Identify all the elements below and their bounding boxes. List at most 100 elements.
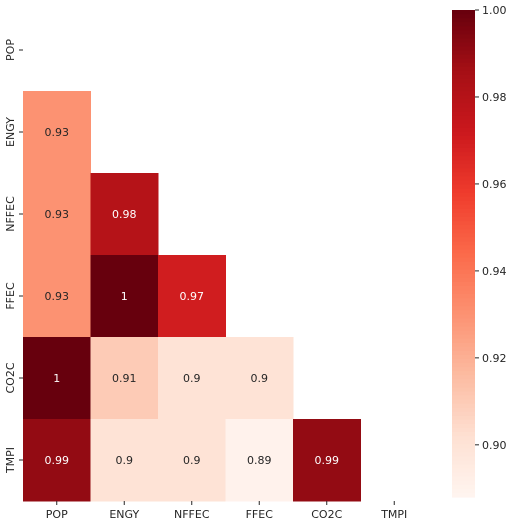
- colorbar-segment: [452, 452, 475, 458]
- y-tick-label: NFFEC: [4, 196, 17, 232]
- colorbar-segment: [452, 371, 475, 376]
- colorbar-segment: [452, 476, 475, 482]
- colorbar-segment: [452, 432, 475, 437]
- colorbar-segment: [452, 273, 475, 279]
- colorbar-segment: [452, 387, 475, 393]
- colorbar-segment: [452, 472, 475, 478]
- colorbar-segment: [452, 168, 475, 173]
- cell-value-label: 0.93: [45, 290, 70, 303]
- cell-value-label: 0.9: [183, 454, 201, 467]
- colorbar-segment: [452, 395, 475, 401]
- colorbar-segment: [452, 152, 475, 157]
- colorbar-segment: [452, 391, 475, 397]
- colorbar-segment: [452, 359, 475, 364]
- colorbar-segment: [452, 22, 475, 27]
- colorbar-segment: [452, 184, 475, 190]
- colorbar-segment: [452, 346, 475, 352]
- colorbar-segment: [452, 192, 475, 198]
- heatmap-cell: [23, 419, 91, 502]
- colorbar-tick-label: 1.00: [482, 4, 507, 17]
- colorbar-segment: [452, 428, 475, 433]
- colorbar-segment: [452, 338, 475, 344]
- colorbar-segment: [452, 99, 475, 104]
- colorbar-segment: [452, 285, 475, 291]
- cell-value-label: 0.9: [251, 372, 269, 385]
- heatmap-cell: [293, 419, 361, 502]
- colorbar-segment: [452, 233, 475, 238]
- heatmap-cell: [90, 337, 159, 420]
- cell-value-label: 0.91: [112, 372, 137, 385]
- colorbar-segment: [452, 318, 475, 324]
- colorbar-segment: [452, 448, 475, 453]
- colorbar-segment: [452, 196, 475, 202]
- cell-value-label: 0.99: [45, 454, 70, 467]
- colorbar-segment: [452, 62, 475, 68]
- colorbar-tick-label: 0.98: [482, 91, 507, 104]
- colorbar-segment: [452, 10, 475, 15]
- colorbar-segment: [452, 50, 475, 56]
- colorbar-segment: [452, 342, 475, 348]
- heatmap-cell: [23, 337, 91, 420]
- colorbar-segment: [452, 367, 475, 372]
- colorbar-segment: [452, 221, 475, 226]
- colorbar-segment: [452, 212, 475, 218]
- colorbar-segment: [452, 245, 475, 251]
- colorbar-segment: [452, 350, 475, 356]
- colorbar-segment: [452, 444, 475, 449]
- colorbar-segment: [452, 464, 475, 470]
- colorbar-segment: [452, 83, 475, 88]
- colorbar-segment: [452, 330, 475, 336]
- colorbar-segment: [452, 225, 475, 230]
- colorbar-segment: [452, 180, 475, 186]
- colorbar-segment: [452, 436, 475, 441]
- colorbar-tick-label: 0.96: [482, 178, 507, 191]
- colorbar-segment: [452, 34, 475, 40]
- colorbar-segment: [452, 229, 475, 234]
- colorbar-segment: [452, 38, 475, 44]
- colorbar-segment: [452, 91, 475, 96]
- colorbar-segment: [452, 115, 475, 121]
- colorbar-segment: [452, 164, 475, 169]
- cell-value-label: 0.93: [45, 126, 70, 139]
- y-tick-label: POP: [4, 39, 17, 61]
- colorbar-segment: [452, 407, 475, 413]
- colorbar-segment: [452, 314, 475, 320]
- colorbar-segment: [452, 322, 475, 328]
- colorbar-segment: [452, 277, 475, 283]
- colorbar-segment: [452, 399, 475, 405]
- heatmap-cell: [158, 419, 226, 502]
- colorbar-segment: [452, 172, 475, 177]
- colorbar-segment: [452, 456, 475, 462]
- colorbar-segment: [452, 419, 475, 425]
- y-tick-label: TMPI: [4, 447, 17, 474]
- colorbar-segment: [452, 415, 475, 421]
- colorbar-segment: [452, 480, 475, 486]
- colorbar-segment: [452, 78, 475, 84]
- heatmap-cell: [23, 173, 91, 256]
- colorbar-segment: [452, 74, 475, 80]
- heatmap-cell: [225, 419, 294, 502]
- colorbar-segment: [452, 375, 475, 380]
- cell-value-label: 0.9: [183, 372, 201, 385]
- x-tick-label: NFFEC: [174, 508, 210, 521]
- cell-value-labels: 0.93 0.93 0.98 0.93 1 0.97 1 0.91 0.9 0.9 0.99 0.9 0…: [45, 126, 340, 467]
- colorbar-segment: [452, 103, 475, 108]
- colorbar-segment: [452, 135, 475, 141]
- colorbar-segment: [452, 281, 475, 287]
- colorbar-segment: [452, 204, 475, 210]
- colorbar-segment: [452, 294, 475, 299]
- colorbar-segment: [452, 334, 475, 340]
- cell-value-label: 0.98: [112, 208, 137, 221]
- colorbar-segment: [452, 54, 475, 60]
- colorbar-segment: [452, 58, 475, 64]
- colorbar-segment: [452, 123, 475, 129]
- colorbar-segment: [452, 147, 475, 153]
- colorbar-segment: [452, 66, 475, 72]
- colorbar-segment: [452, 119, 475, 125]
- heatmap-cell: [23, 255, 91, 338]
- y-axis: POP ENGY NFFEC FFEC CO2C TMPI: [4, 39, 23, 474]
- colorbar-segment: [452, 423, 475, 429]
- colorbar-segment: [452, 298, 475, 303]
- y-tick-label: CO2C: [4, 362, 17, 393]
